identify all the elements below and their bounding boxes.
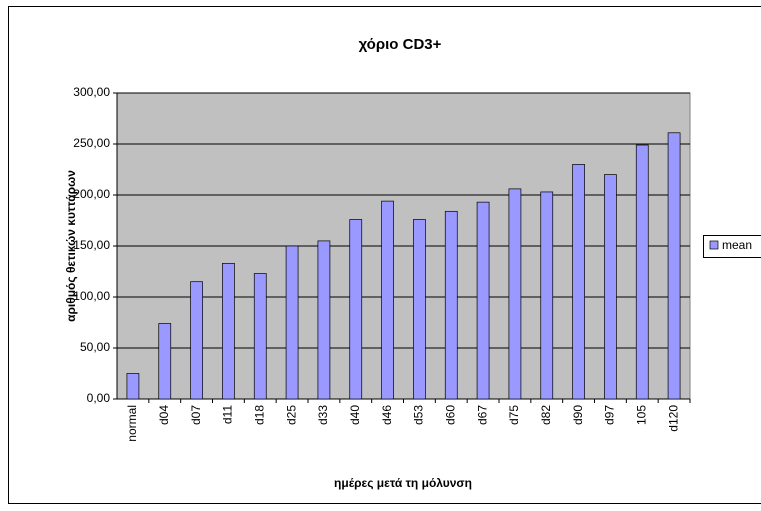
y-tick-label: 200,00 — [73, 187, 110, 201]
bar — [127, 374, 139, 400]
x-tick-label: d90 — [571, 405, 585, 425]
x-tick-label: d60 — [443, 405, 457, 425]
x-tick-label: d33 — [316, 405, 330, 425]
bar — [477, 202, 489, 399]
x-tick-label: d46 — [380, 405, 394, 425]
legend-swatch — [710, 241, 718, 249]
y-tick-label: 100,00 — [73, 289, 110, 303]
y-tick-label: 0,00 — [87, 391, 111, 405]
x-tick-label: d53 — [412, 405, 426, 425]
x-tick-label: d25 — [284, 405, 298, 425]
bar — [604, 175, 616, 399]
bar — [159, 324, 171, 399]
y-tick-label: 50,00 — [80, 340, 110, 354]
bar — [445, 211, 457, 399]
x-tick-label: d67 — [475, 405, 489, 425]
x-tick-label: 105 — [634, 405, 648, 425]
x-tick-label: d04 — [157, 405, 171, 425]
bar — [191, 282, 203, 399]
bar — [286, 246, 298, 399]
y-tick-label: 250,00 — [73, 136, 110, 150]
y-tick-label: 300,00 — [73, 85, 110, 99]
bar — [509, 189, 521, 399]
bar — [382, 201, 394, 399]
bar — [541, 192, 553, 399]
x-tick-label: d40 — [348, 405, 362, 425]
bar — [573, 164, 585, 399]
x-tick-label: d120 — [666, 405, 680, 432]
x-tick-label: d75 — [507, 405, 521, 425]
x-tick-label: d07 — [189, 405, 203, 425]
bar — [318, 241, 330, 399]
bar — [222, 263, 234, 399]
bar — [636, 145, 648, 399]
x-axis-label: ημέρες μετά τη μόλυνση — [334, 476, 472, 490]
x-tick-label: normal — [125, 405, 139, 442]
legend-label: mean — [722, 238, 752, 252]
x-tick-label: d82 — [539, 405, 553, 425]
chart-title: χόριο CD3+ — [359, 36, 442, 53]
bar — [254, 274, 266, 399]
x-tick-label: d18 — [252, 405, 266, 425]
bar — [350, 219, 362, 399]
bar — [668, 133, 680, 399]
y-tick-label: 150,00 — [73, 238, 110, 252]
x-tick-label: d11 — [221, 405, 235, 424]
x-tick-label: d97 — [603, 405, 617, 425]
bar — [413, 219, 425, 399]
